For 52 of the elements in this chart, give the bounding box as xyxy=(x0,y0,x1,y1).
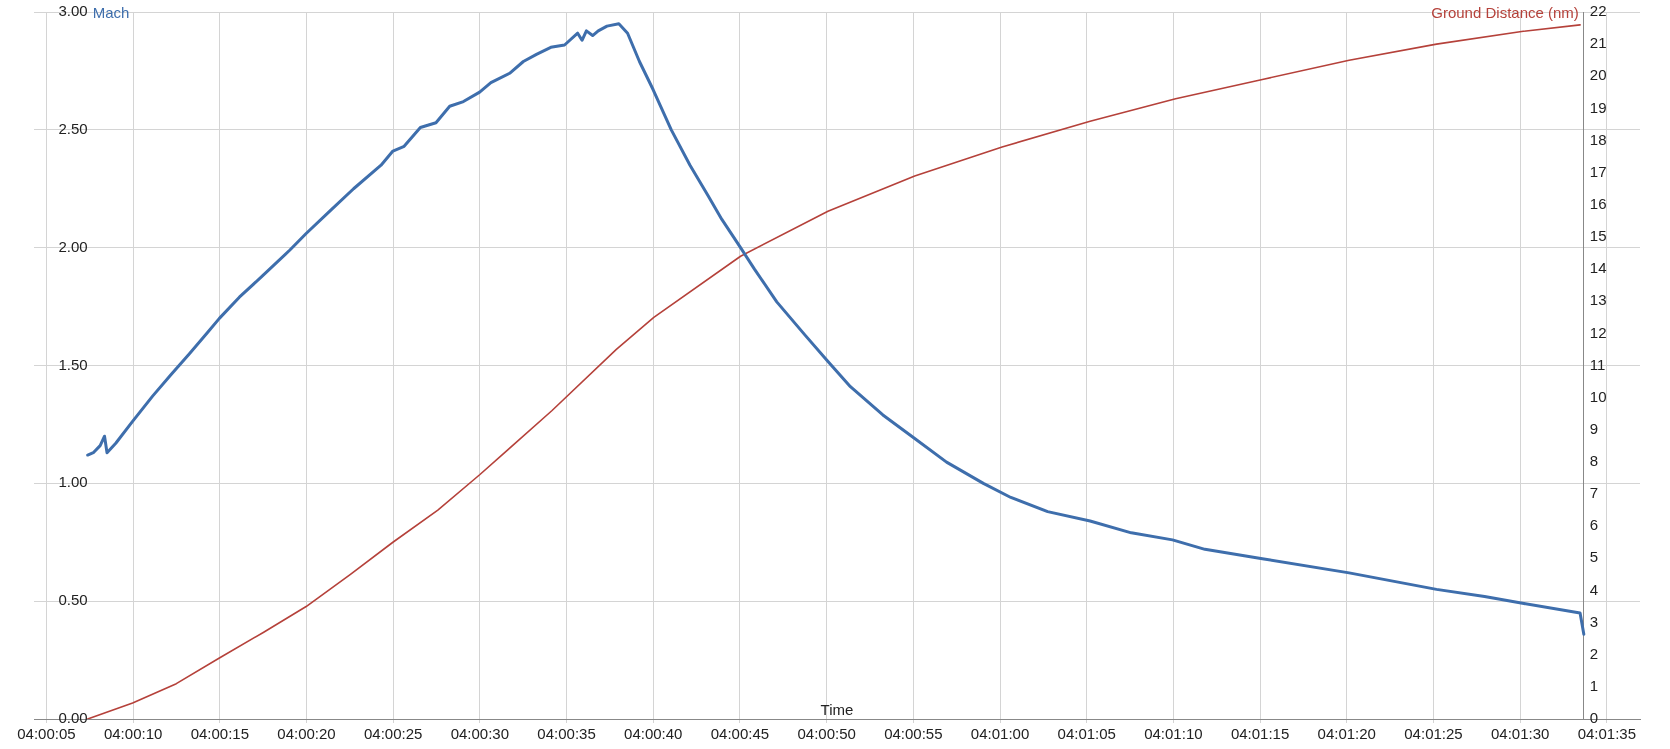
y-tick-label: 3.00 xyxy=(58,2,88,20)
x-tick-label: 04:01:10 xyxy=(1144,725,1203,743)
y2-tick-label: 21 xyxy=(1589,34,1607,52)
y2-tick-label: 0 xyxy=(1589,709,1599,727)
x-tick-label: 04:00:30 xyxy=(450,725,510,743)
y2-tick-label: 16 xyxy=(1589,194,1607,212)
x-tick-label: 04:00:25 xyxy=(363,725,423,743)
y2-tick-label: 7 xyxy=(1589,484,1599,502)
y-tick-label: 2.50 xyxy=(58,119,88,137)
y-tick-label: 2.00 xyxy=(58,237,88,255)
y2-tick-label: 2 xyxy=(1589,644,1599,662)
x-tick-label: 04:01:00 xyxy=(970,725,1030,743)
y2-tick-label: 15 xyxy=(1589,227,1607,245)
x-tick-label: 04:00:40 xyxy=(624,725,683,743)
y2-tick-label: 3 xyxy=(1589,612,1599,630)
x-tick-label: 04:00:50 xyxy=(797,725,856,743)
y2-tick-label: 9 xyxy=(1589,419,1599,437)
y2-tick-label: 1 xyxy=(1589,677,1599,694)
y2-tick-label: 5 xyxy=(1589,548,1599,566)
y2-tick-label: 8 xyxy=(1589,452,1599,470)
x-tick-label: 04:00:15 xyxy=(190,725,250,743)
x-tick-label: 04:01:05 xyxy=(1057,725,1116,743)
y2-tick-label: 22 xyxy=(1589,2,1607,20)
y-tick-label: 0.00 xyxy=(58,709,88,727)
x-tick-label: 04:00:55 xyxy=(884,725,943,743)
y-tick-label: 1.50 xyxy=(58,355,88,373)
x-tick-label: 04:00:35 xyxy=(537,725,596,743)
x-tick-label: 04:00:10 xyxy=(103,725,163,743)
y2-tick-label: 4 xyxy=(1589,580,1599,598)
x-tick-label: 04:00:05 xyxy=(17,725,76,743)
x-tick-label: 04:01:20 xyxy=(1317,725,1376,743)
y2-tick-label: 17 xyxy=(1589,162,1607,180)
x-tick-label: 04:01:35 xyxy=(1577,725,1637,743)
y2-tick-label: 10 xyxy=(1589,387,1607,405)
y2-tick-label: 18 xyxy=(1589,130,1607,148)
y-tick-label: 0.50 xyxy=(58,591,88,609)
y2-tick-label: 20 xyxy=(1589,66,1607,84)
y-axis-title: Mach xyxy=(92,3,130,21)
y2-tick-label: 12 xyxy=(1589,323,1607,341)
y-tick-label: 1.00 xyxy=(58,473,88,491)
y2-tick-label: 14 xyxy=(1589,259,1607,277)
x-axis-title: Time xyxy=(820,700,854,718)
x-tick-label: 04:00:20 xyxy=(277,725,336,743)
y2-tick-label: 19 xyxy=(1589,98,1607,116)
x-tick-label: 04:01:15 xyxy=(1230,725,1290,743)
y2-axis-title: Ground Distance (nm) xyxy=(1431,3,1579,21)
x-tick-label: 04:01:30 xyxy=(1490,725,1550,743)
y2-tick-label: 6 xyxy=(1589,516,1599,534)
x-tick-label: 04:00:45 xyxy=(710,725,770,743)
y2-tick-label: 11 xyxy=(1589,355,1606,373)
y2-tick-label: 13 xyxy=(1589,291,1607,309)
x-tick-label: 04:01:25 xyxy=(1404,725,1463,743)
